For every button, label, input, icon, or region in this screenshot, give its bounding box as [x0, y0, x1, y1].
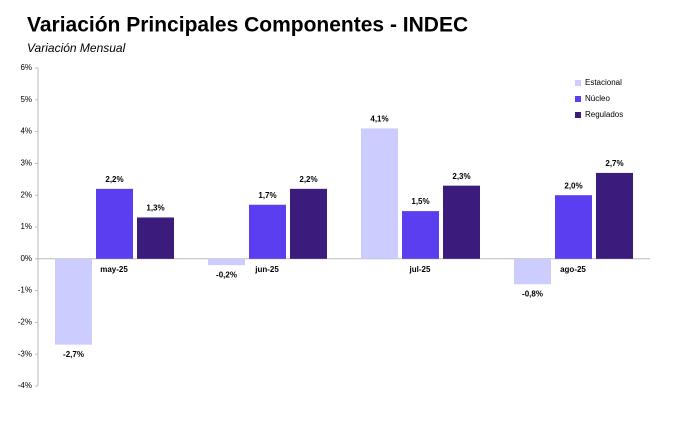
- bar: [96, 188, 133, 259]
- bar: [208, 258, 245, 266]
- y-tick-label: 3%: [20, 159, 32, 168]
- bar: [290, 188, 327, 259]
- x-tick-label: ago-25: [560, 265, 586, 274]
- value-label: 4,1%: [370, 115, 388, 124]
- y-tick-label: 4%: [20, 127, 32, 136]
- y-tick-label: 5%: [20, 95, 32, 104]
- y-tick-label: 6%: [20, 63, 32, 72]
- y-tick-label: -3%: [18, 349, 32, 358]
- y-tick-label: -4%: [18, 381, 32, 390]
- x-tick-label: jun-25: [254, 265, 279, 274]
- value-label: 1,3%: [146, 204, 164, 213]
- y-tick-label: 1%: [20, 222, 32, 231]
- bar: [249, 204, 286, 259]
- chart-subtitle: Variación Mensual: [27, 41, 126, 55]
- value-label: 2,0%: [564, 181, 582, 190]
- value-label: 2,2%: [299, 175, 317, 184]
- bar: [55, 258, 92, 345]
- value-label: -0,8%: [522, 289, 543, 298]
- legend-swatch: [575, 96, 581, 102]
- legend-label: Núcleo: [585, 94, 610, 103]
- legend-label: Regulados: [585, 110, 623, 119]
- value-label: 1,7%: [258, 191, 276, 200]
- legend-label: Estacional: [585, 78, 622, 87]
- value-label: 2,7%: [605, 159, 623, 168]
- value-label: 1,5%: [411, 197, 429, 206]
- bar: [361, 128, 398, 259]
- bar: [402, 211, 439, 259]
- value-label: 2,3%: [452, 172, 470, 181]
- value-label: -2,7%: [63, 350, 84, 359]
- y-tick-label: 0%: [20, 254, 32, 263]
- value-label: 2,2%: [105, 175, 123, 184]
- value-label: -0,2%: [216, 270, 237, 279]
- x-tick-label: may-25: [100, 265, 128, 274]
- legend-swatch: [575, 112, 581, 118]
- bar: [137, 217, 174, 259]
- bar: [443, 185, 480, 259]
- y-tick-label: -1%: [18, 286, 32, 295]
- bar: [514, 258, 551, 285]
- legend-swatch: [575, 80, 581, 86]
- bar: [596, 172, 633, 259]
- y-tick-label: -2%: [18, 318, 32, 327]
- y-tick-label: 2%: [20, 190, 32, 199]
- x-tick-label: jul-25: [409, 265, 431, 274]
- bar: [555, 195, 592, 259]
- chart-title: Variación Principales Componentes - INDE…: [27, 14, 468, 37]
